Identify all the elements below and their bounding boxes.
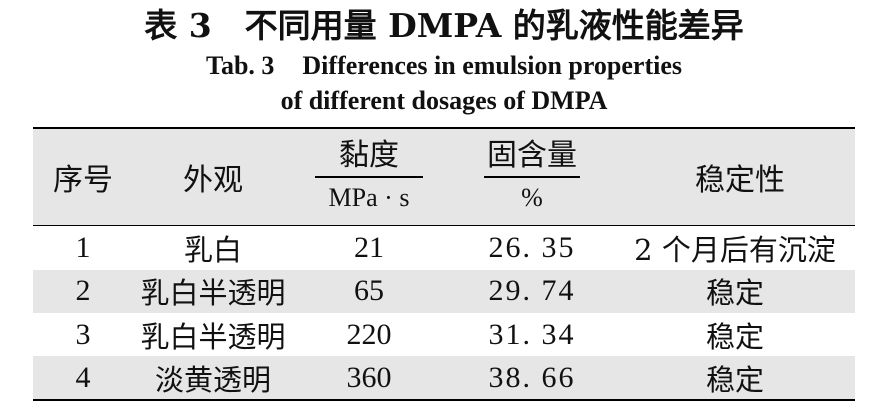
header-viscosity-unit: MPa · s (328, 182, 410, 212)
cell-stability: 稳定 (705, 362, 764, 397)
cell-appearance: 乳白半透明 (140, 276, 286, 311)
cell-stability: 稳定 (705, 319, 764, 354)
cell-seq: 1 (75, 230, 91, 264)
table-row: 3 乳白半透明 220 31. 34 稳定 (33, 313, 855, 357)
table-title-en-text: Differences in emulsion properties (302, 51, 683, 80)
table-top-rule (33, 127, 855, 129)
cell-viscosity: 360 (346, 360, 392, 394)
cell-viscosity: 65 (354, 274, 384, 308)
table-row: 4 淡黄透明 360 38. 66 稳定 (33, 356, 855, 400)
table-title-cn: 表 3 不同用量 DMPA 的乳液性能差异 (144, 6, 744, 45)
cell-seq: 4 (75, 360, 91, 394)
cell-solids: 26. 35 (488, 230, 576, 264)
cell-seq: 3 (75, 317, 91, 351)
cell-solids: 31. 34 (488, 317, 576, 351)
header-stability: 稳定性 (695, 163, 785, 198)
table-row: 2 乳白半透明 65 29. 74 稳定 (33, 269, 855, 313)
cell-viscosity: 21 (354, 230, 384, 264)
table-title-en-line2: of different dosages of DMPA (280, 86, 608, 115)
header-appearance: 外观 (183, 163, 243, 198)
header-solids-unit: % (521, 182, 543, 212)
table-bottom-rule (33, 399, 855, 401)
cell-seq: 2 (75, 274, 91, 308)
header-solids: 固含量 % (463, 138, 601, 218)
cell-stability: 2 个月后有沉淀 (634, 232, 836, 267)
table-label-en: Tab. 3 (205, 51, 275, 80)
cell-appearance: 淡黄透明 (154, 362, 271, 397)
header-seq: 序号 (53, 163, 113, 198)
table-header-background (33, 129, 855, 225)
header-viscosity: 黏度 MPa · s (300, 138, 438, 218)
header-viscosity-fraction-line (315, 176, 423, 178)
cell-viscosity: 220 (346, 317, 392, 351)
header-solids-label: 固含量 (487, 138, 577, 173)
cell-solids: 38. 66 (488, 360, 576, 394)
table-title-en-line1: Tab. 3 Differences in emulsion properties (0, 50, 888, 82)
table-row: 1 乳白 21 26. 35 2 个月后有沉淀 (33, 226, 855, 270)
cell-solids: 29. 74 (488, 274, 576, 308)
header-viscosity-label: 黏度 (339, 138, 399, 173)
cell-stability: 稳定 (705, 276, 764, 311)
table-header-rule (33, 225, 855, 226)
header-solids-fraction-line (484, 176, 580, 178)
cell-appearance: 乳白半透明 (140, 319, 286, 354)
cell-appearance: 乳白 (183, 232, 242, 267)
